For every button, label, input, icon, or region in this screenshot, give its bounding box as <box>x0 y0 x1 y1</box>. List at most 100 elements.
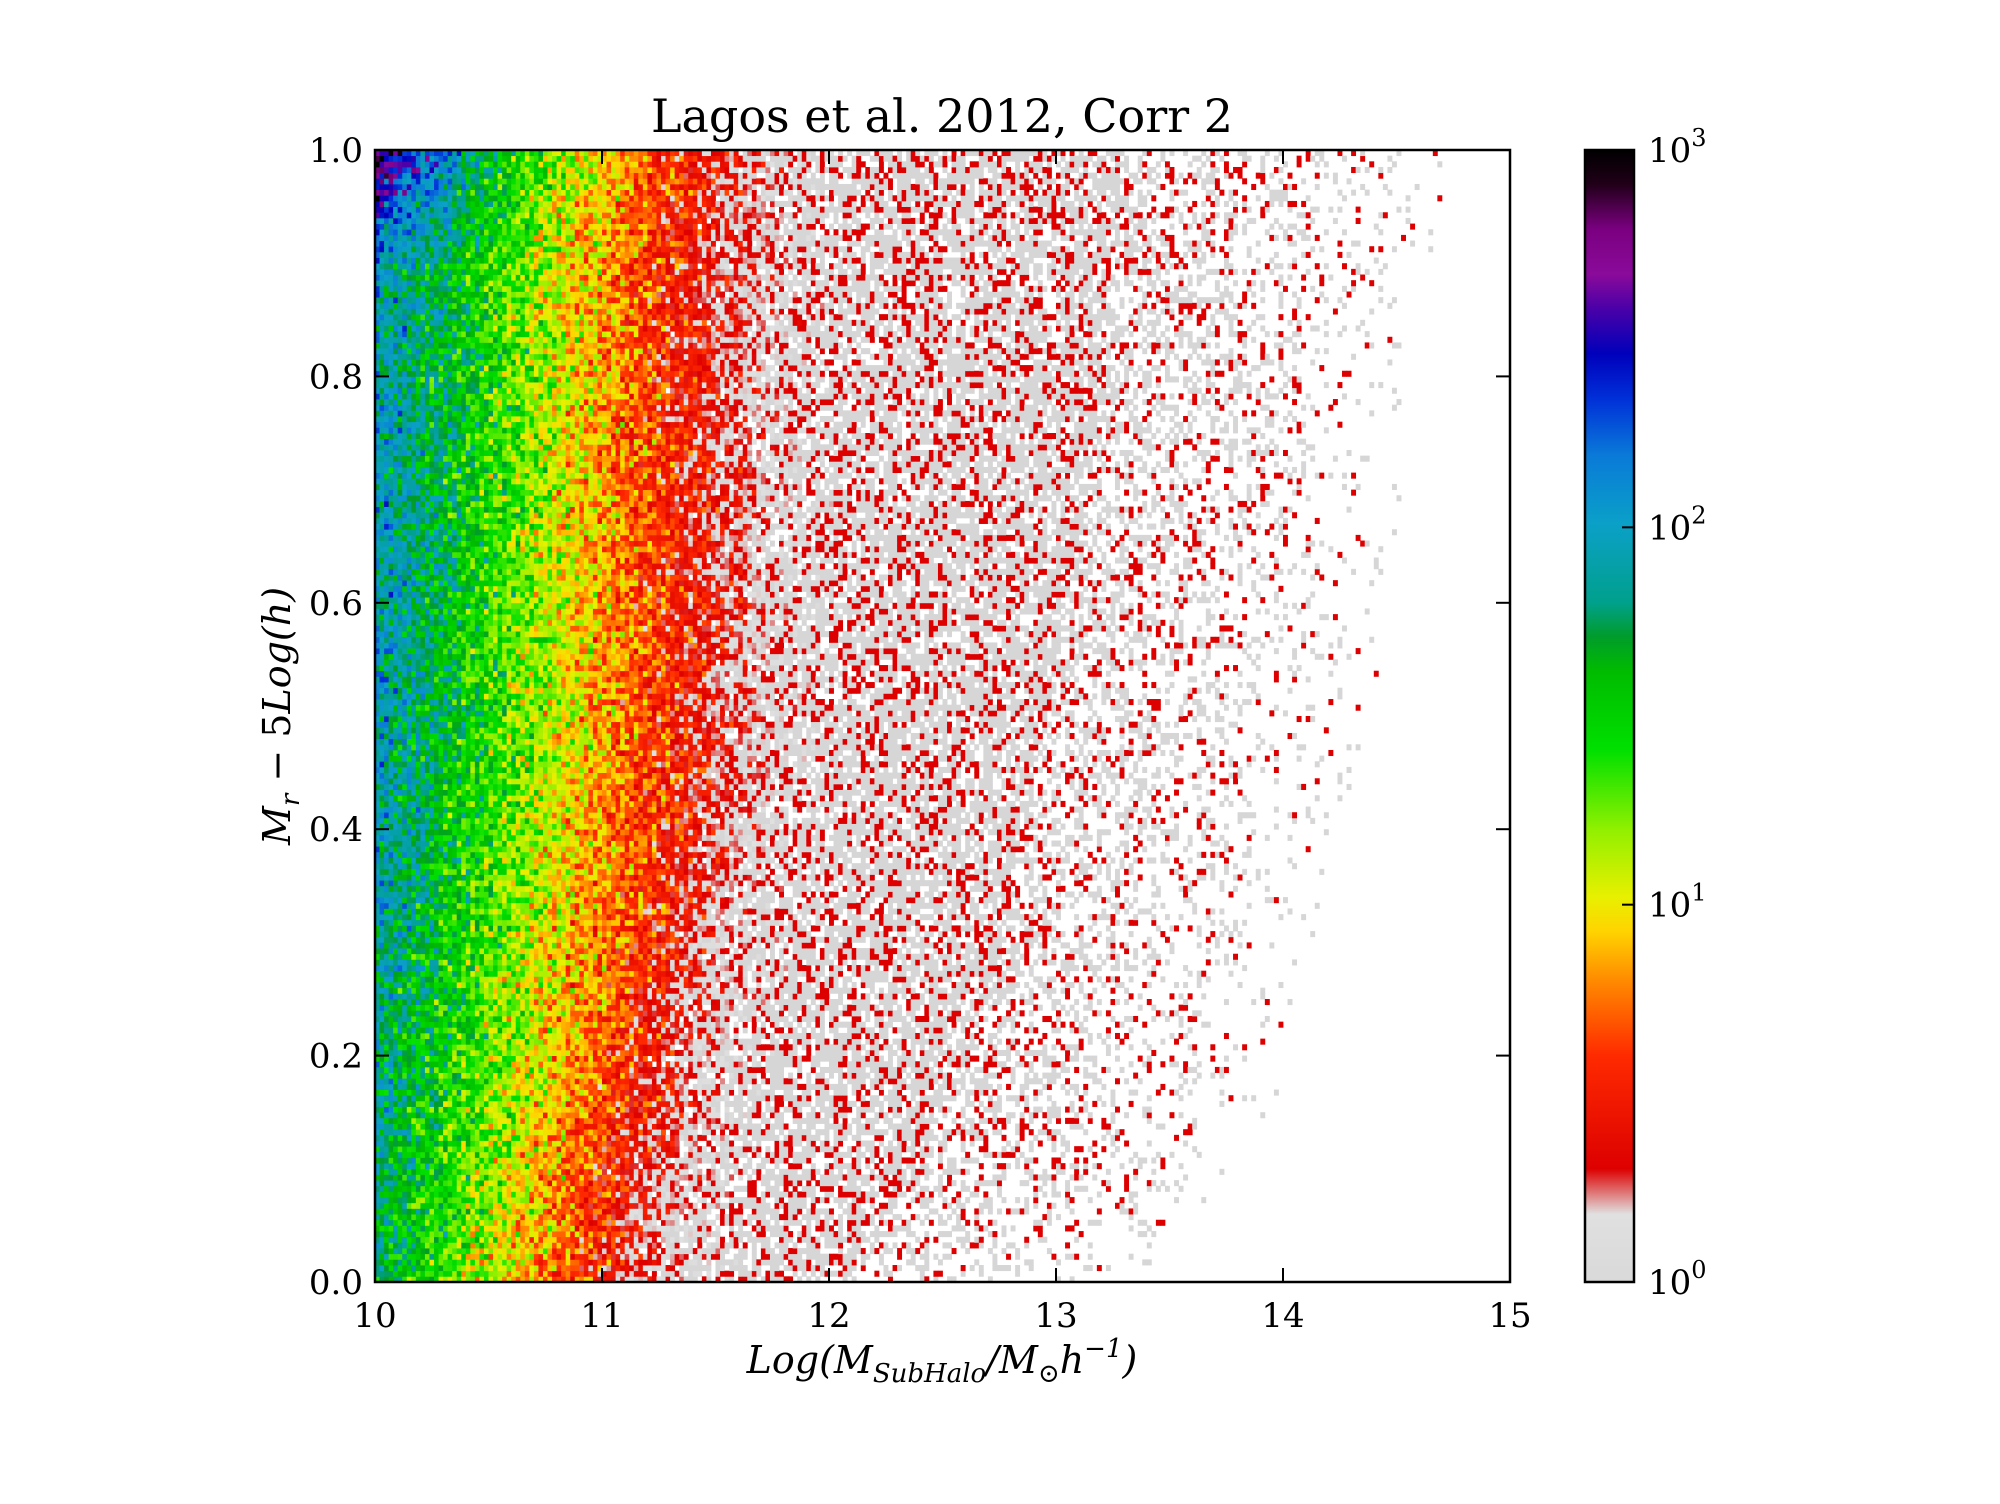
heatmap-cell <box>384 761 390 768</box>
heatmap-cell <box>443 959 449 966</box>
heatmap-cell <box>434 987 439 994</box>
heatmap-cell <box>406 1027 412 1034</box>
heatmap-cell <box>397 1259 403 1266</box>
heatmap-cell <box>447 704 453 711</box>
heatmap-cell <box>420 246 426 253</box>
heatmap-cell <box>379 699 385 706</box>
heatmap-cell <box>470 263 476 270</box>
heatmap-cell <box>379 568 385 575</box>
heatmap-cell <box>397 919 403 926</box>
heatmap-cell <box>465 1214 471 1221</box>
heatmap-cell <box>393 1106 399 1113</box>
heatmap-cell <box>429 399 435 406</box>
heatmap-cell <box>384 319 390 326</box>
heatmap-cell <box>429 1208 435 1215</box>
heatmap-cell <box>375 178 380 185</box>
heatmap-cell <box>483 800 489 807</box>
heatmap-cell <box>465 1032 471 1040</box>
heatmap-cell <box>461 772 467 779</box>
heatmap-cell <box>443 189 449 196</box>
heatmap-cell <box>429 166 435 174</box>
heatmap-cell <box>402 687 408 694</box>
heatmap-cell <box>438 885 444 892</box>
heatmap-cell <box>379 489 385 496</box>
heatmap-cell <box>452 200 458 207</box>
heatmap-cell <box>452 285 458 292</box>
heatmap-cell <box>411 891 417 898</box>
heatmap-cell <box>447 274 453 281</box>
heatmap-cell <box>429 200 435 207</box>
heatmap-cell <box>424 455 430 462</box>
heatmap-cell <box>483 404 489 411</box>
heatmap-cell <box>429 948 435 955</box>
heatmap-cell <box>470 897 476 904</box>
heatmap-cell <box>393 1089 399 1096</box>
heatmap-cell <box>443 1015 449 1023</box>
heatmap-cell <box>424 212 430 219</box>
heatmap-cell <box>411 1078 417 1085</box>
heatmap-cell <box>420 1180 426 1187</box>
heatmap-cell <box>415 868 421 875</box>
heatmap-cell <box>461 687 467 694</box>
heatmap-cell <box>479 563 485 570</box>
heatmap-cell <box>406 648 412 655</box>
heatmap-cell <box>461 761 467 768</box>
heatmap-cell <box>375 517 380 524</box>
heatmap-cell <box>411 512 417 519</box>
heatmap-cell <box>447 517 453 524</box>
heatmap-cell <box>474 608 480 615</box>
heatmap-cell <box>393 761 399 768</box>
heatmap-cell <box>438 416 444 423</box>
heatmap-cell <box>474 1134 480 1141</box>
heatmap-cell <box>393 1276 399 1282</box>
heatmap-cell <box>483 393 489 400</box>
heatmap-cell <box>384 280 390 287</box>
heatmap-cell <box>388 302 394 309</box>
heatmap-cell <box>452 229 458 236</box>
heatmap-cell <box>415 693 421 700</box>
heatmap-cell <box>379 1095 385 1102</box>
heatmap-cell <box>429 489 435 496</box>
heatmap-cell <box>397 1265 403 1272</box>
heatmap-cell <box>443 416 449 423</box>
heatmap-cell <box>479 670 485 677</box>
heatmap-cell <box>397 331 403 338</box>
heatmap-cell <box>420 800 426 807</box>
heatmap-cell <box>465 795 471 802</box>
heatmap-cell <box>474 240 480 247</box>
heatmap-cell <box>406 557 412 564</box>
heatmap-cell <box>375 614 380 621</box>
heatmap-cell <box>456 653 462 660</box>
heatmap-cell <box>393 1134 399 1141</box>
heatmap-cell <box>375 404 380 411</box>
heatmap-cell <box>406 212 412 219</box>
heatmap-cell <box>402 336 408 343</box>
heatmap-cell <box>429 433 435 440</box>
heatmap-cell <box>447 948 453 955</box>
heatmap-cell <box>452 925 458 932</box>
heatmap-cell <box>411 1248 417 1255</box>
heatmap-cell <box>429 642 435 649</box>
heatmap-cell <box>424 868 430 875</box>
heatmap-cell <box>443 1236 449 1243</box>
heatmap-cell <box>447 642 453 649</box>
heatmap-cell <box>461 953 467 960</box>
heatmap-cell <box>420 608 426 615</box>
heatmap-cell <box>447 365 453 372</box>
heatmap-cell <box>474 602 480 609</box>
heatmap-cell <box>424 251 430 258</box>
heatmap-cell <box>452 959 458 966</box>
heatmap-cell <box>443 766 449 773</box>
heatmap-cell <box>393 1208 399 1215</box>
heatmap-cell <box>384 1066 390 1073</box>
heatmap-cell <box>406 1248 412 1255</box>
heatmap-cell <box>474 636 480 643</box>
heatmap-cell <box>443 529 449 536</box>
heatmap-cell <box>384 206 390 213</box>
heatmap-cell <box>429 189 435 196</box>
heatmap-cell <box>411 206 417 213</box>
heatmap-cell <box>465 421 471 428</box>
heatmap-cell <box>461 806 467 813</box>
heatmap-cell <box>406 919 412 926</box>
heatmap-cell <box>424 1151 430 1158</box>
